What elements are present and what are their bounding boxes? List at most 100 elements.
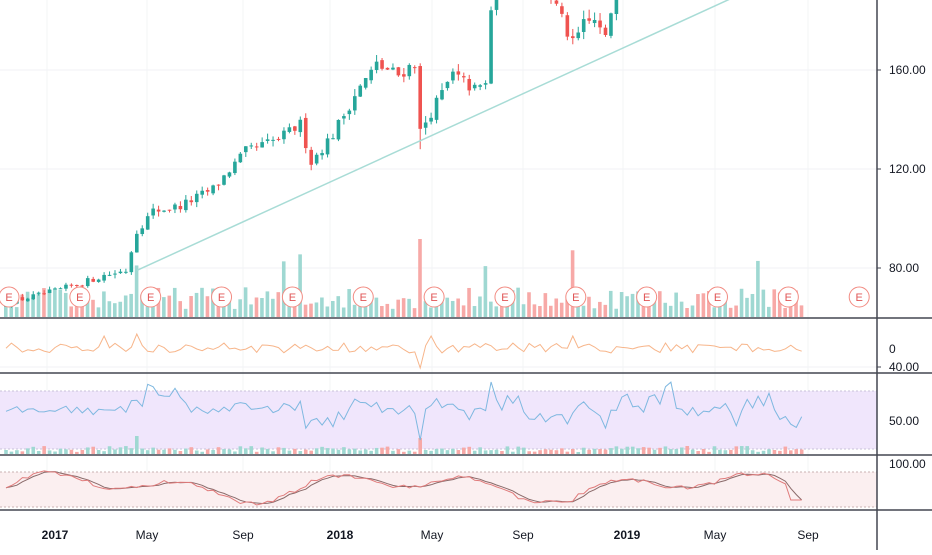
- volume-bar: [265, 291, 270, 317]
- volume-bar: [429, 307, 433, 317]
- indicator-pane-3[interactable]: [0, 470, 877, 508]
- volume-bar: [587, 296, 591, 317]
- volume-bar: [401, 298, 406, 317]
- sub-volume-bar: [205, 449, 210, 454]
- sub-volume-bar: [238, 446, 243, 454]
- volume-bar: [767, 306, 771, 317]
- earnings-marker-1[interactable]: E: [69, 286, 91, 308]
- rsi-line: [5, 381, 803, 441]
- earnings-circle: [211, 286, 233, 308]
- sub-volume-bar: [47, 450, 52, 454]
- sub-volume-bar: [761, 450, 766, 454]
- sub-volume-bar: [184, 448, 188, 454]
- sub-volume-bar: [178, 450, 183, 454]
- volume-bar: [331, 300, 335, 317]
- sub-volume-bar: [194, 450, 199, 454]
- sub-volume-bar: [729, 449, 733, 454]
- volume-bar: [303, 304, 308, 317]
- earnings-label: E: [856, 292, 863, 304]
- candle-body: [102, 274, 106, 281]
- sub-volume-bar: [276, 447, 281, 454]
- earnings-label: E: [360, 292, 367, 304]
- sub-volume-bar: [216, 447, 221, 454]
- earnings-marker-7[interactable]: E: [494, 286, 516, 308]
- price-tick-label: 120.00: [889, 162, 926, 176]
- candle-body: [238, 153, 243, 163]
- earnings-marker-10[interactable]: E: [707, 286, 728, 308]
- volume-bar: [658, 291, 662, 317]
- earnings-marker-5[interactable]: E: [352, 286, 374, 308]
- volume-bar: [172, 287, 177, 317]
- volume-bar: [123, 295, 128, 317]
- earnings-marker-9[interactable]: E: [636, 286, 658, 308]
- trend-line: [136, 0, 730, 272]
- volume-bar: [663, 302, 668, 317]
- sub-volume-bar: [36, 450, 41, 454]
- earnings-marker-6[interactable]: E: [423, 286, 445, 308]
- candle-body: [429, 117, 433, 122]
- sub-volume-bar: [91, 446, 95, 454]
- price-tick-label: 40.00: [889, 360, 919, 374]
- candles[interactable]: [4, 0, 803, 308]
- earnings-marker-11[interactable]: E: [777, 286, 799, 308]
- volume-bar: [505, 304, 509, 317]
- volume-bar: [456, 298, 460, 317]
- sub-volume-bar: [412, 451, 417, 454]
- sub-volume-bar: [669, 449, 673, 454]
- volume-bar: [440, 301, 444, 317]
- earnings-marker-0[interactable]: E: [0, 286, 20, 308]
- volume-bar: [113, 303, 117, 317]
- volume-bar: [723, 299, 727, 317]
- candle-body: [31, 294, 36, 300]
- sub-volume-bar: [445, 450, 450, 454]
- candle-body: [227, 172, 232, 177]
- volume-bar: [31, 297, 35, 317]
- sub-volume-bar: [663, 446, 668, 454]
- candle-body: [434, 97, 439, 120]
- sub-volume-bar: [630, 446, 635, 454]
- sub-volume-bar: [592, 448, 597, 454]
- candle-body: [167, 209, 172, 211]
- candle-body: [124, 271, 128, 273]
- sub-volume-bar: [696, 451, 700, 454]
- candle-body: [69, 284, 74, 286]
- sub-volume-bar: [636, 448, 640, 454]
- sub-volume-bar: [614, 446, 619, 454]
- sub-volume-bar: [402, 451, 406, 454]
- earnings-marker-3[interactable]: E: [211, 286, 233, 308]
- candle-body: [462, 76, 466, 78]
- sub-volume-bar: [734, 446, 739, 454]
- indicator-pane-1[interactable]: [5, 332, 802, 370]
- earnings-marker-4[interactable]: E: [281, 286, 303, 308]
- candle-body: [107, 274, 112, 276]
- volume-bar: [570, 250, 575, 317]
- sub-volume-bar: [641, 447, 646, 454]
- earnings-marker-2[interactable]: E: [140, 286, 162, 308]
- sub-volume-bar: [31, 446, 36, 454]
- earnings-marker-12[interactable]: E: [848, 286, 870, 308]
- volume-bar: [478, 296, 482, 317]
- volume-bar: [554, 298, 559, 317]
- candle-body: [222, 175, 226, 185]
- sub-volume-bar: [102, 451, 106, 454]
- volume-bar: [690, 305, 695, 317]
- earnings-marker-8[interactable]: E: [565, 286, 587, 308]
- volume-bar: [140, 294, 144, 317]
- candle-body: [472, 84, 477, 89]
- volume-bar: [347, 289, 351, 317]
- candle-body: [423, 122, 428, 128]
- indicator-pane-2[interactable]: [0, 381, 877, 454]
- volume-bar: [320, 297, 324, 317]
- sub-volume-bar: [581, 447, 586, 454]
- sub-volume-bar: [9, 451, 14, 454]
- candle-body: [565, 15, 570, 37]
- volume-bar: [516, 287, 520, 317]
- sub-volume-bar: [576, 451, 581, 454]
- time-tick-label: May: [136, 528, 159, 542]
- sub-volume-bar: [750, 450, 755, 454]
- volume-bar: [42, 288, 46, 317]
- sub-volume-bar: [603, 449, 608, 454]
